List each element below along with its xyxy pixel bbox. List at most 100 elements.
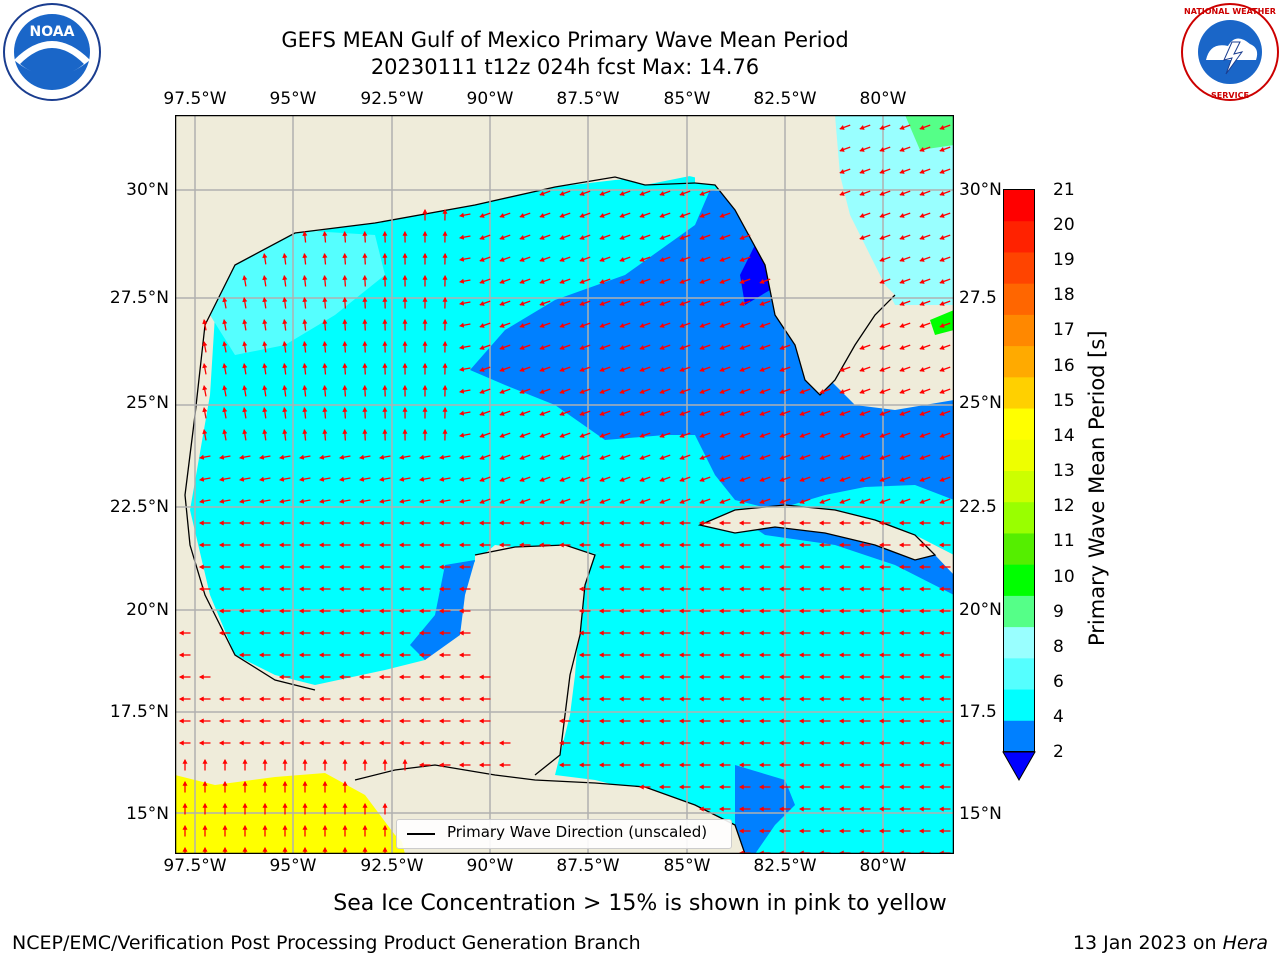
wave-arrow-head: [939, 498, 945, 504]
wave-arrow-head: [418, 652, 424, 658]
wave-arrow-head: [202, 824, 208, 830]
wave-arrow-head: [639, 322, 645, 328]
wave-arrow-head: [839, 410, 845, 416]
wave-arrow-head: [898, 674, 904, 680]
wave-arrow-head: [679, 476, 685, 482]
wave-arrow-head: [398, 564, 404, 570]
wave-arrow-head: [639, 300, 645, 306]
wave-arrow-head: [359, 476, 365, 482]
wave-arrow-head: [202, 385, 208, 391]
wave-arrow-head: [322, 296, 328, 302]
wave-arrow-head: [739, 410, 745, 416]
wave-arrow-head: [362, 362, 368, 368]
wave-arrow-head: [479, 212, 485, 218]
wave-arrow-head: [379, 454, 385, 460]
wave-arrow-head: [258, 696, 264, 702]
colorbar-tick-label: 4: [1053, 707, 1064, 727]
wave-arrow-head: [539, 498, 545, 504]
chart-subtitle: 20230111 t12z 024h fcst Max: 14.76: [370, 55, 760, 79]
wave-arrow-head: [362, 846, 368, 852]
wave-arrow-head: [279, 454, 285, 460]
map-legend: Primary Wave Direction (unscaled): [396, 819, 732, 849]
wave-arrow-head: [678, 542, 684, 548]
wave-arrow-head: [658, 784, 664, 790]
wave-arrow-head: [718, 740, 724, 746]
wave-arrow-head: [879, 234, 885, 240]
wave-arrow-head: [799, 410, 805, 416]
wave-arrow-head: [238, 542, 244, 548]
wave-arrow-head: [899, 476, 905, 482]
wave-arrow-head: [402, 384, 408, 390]
wave-arrow-head: [198, 740, 204, 746]
wave-arrow-head: [578, 542, 584, 548]
wave-arrow-head: [779, 366, 785, 372]
wave-arrow-head: [282, 274, 288, 281]
wave-arrow-head: [918, 718, 924, 724]
wave-arrow-head: [899, 146, 905, 152]
wave-arrow-head: [322, 318, 328, 324]
wave-arrow-head: [638, 630, 644, 636]
wave-arrow-head: [459, 410, 465, 416]
wave-arrow-head: [698, 740, 704, 746]
wave-arrow-head: [539, 476, 545, 482]
wave-arrow-head: [898, 564, 904, 570]
wave-arrow-head: [258, 718, 264, 724]
lon-tick-label: 92.5°W: [360, 856, 424, 876]
wave-arrow-head: [242, 780, 248, 786]
wave-arrow-head: [262, 846, 268, 852]
wave-arrow-head: [322, 384, 328, 390]
wave-arrow-head: [258, 564, 264, 570]
wave-arrow-head: [878, 520, 884, 526]
wave-arrow-head: [638, 564, 644, 570]
wave-arrow-head: [899, 212, 905, 218]
wave-arrow-head: [859, 344, 865, 350]
wave-arrow-head: [539, 212, 545, 218]
colorbar-band: [1004, 314, 1034, 347]
wave-arrow-head: [298, 740, 304, 746]
wave-arrow-head: [442, 296, 448, 302]
wave-arrow-head: [459, 234, 465, 240]
wave-arrow-head: [699, 498, 705, 504]
wave-arrow-head: [699, 432, 705, 438]
wave-arrow-head: [338, 674, 344, 680]
wave-arrow-head: [479, 410, 485, 416]
wave-arrow-head: [598, 762, 604, 768]
colorbar-tick-label: 16: [1053, 356, 1075, 376]
wave-arrow-head: [458, 696, 464, 702]
wave-arrow-head: [422, 384, 428, 390]
wave-arrow-head: [402, 296, 408, 302]
wave-arrow-head: [402, 230, 408, 236]
wave-arrow-head: [738, 674, 744, 680]
wave-arrow-head: [798, 784, 804, 790]
wave-arrow-head: [438, 542, 444, 548]
wave-arrow-head: [899, 234, 905, 240]
wave-arrow-head: [479, 344, 485, 350]
wave-arrow-head: [758, 630, 764, 636]
wave-arrow-head: [699, 476, 705, 482]
wave-arrow-head: [418, 696, 424, 702]
wave-arrow-head: [519, 410, 525, 416]
wave-arrow-head: [322, 252, 328, 258]
wave-arrow-head: [739, 476, 745, 482]
wave-arrow-head: [282, 824, 288, 830]
wave-arrow-head: [738, 828, 744, 834]
mexico-north-land: [175, 115, 695, 695]
wave-arrow-head: [318, 542, 324, 548]
wave-arrow-head: [818, 784, 824, 790]
wave-arrow-head: [278, 718, 284, 724]
wave-arrow-head: [302, 340, 308, 346]
wave-arrow-head: [858, 564, 864, 570]
wave-arrow-head: [338, 564, 344, 570]
wave-arrow-head: [202, 407, 208, 413]
wave-arrow-head: [759, 278, 765, 284]
wave-arrow-head: [739, 234, 745, 240]
wave-arrow-head: [699, 300, 705, 306]
wave-arrow-head: [262, 429, 268, 435]
footer-credit: NCEP/EMC/Verification Post Processing Pr…: [12, 932, 641, 954]
colorbar-band: [1004, 689, 1034, 722]
wave-arrow-head: [322, 428, 328, 434]
wave-arrow-head: [258, 520, 264, 526]
wave-arrow-head: [318, 674, 324, 680]
wave-arrow-head: [619, 366, 625, 372]
wave-arrow-head: [242, 758, 248, 764]
